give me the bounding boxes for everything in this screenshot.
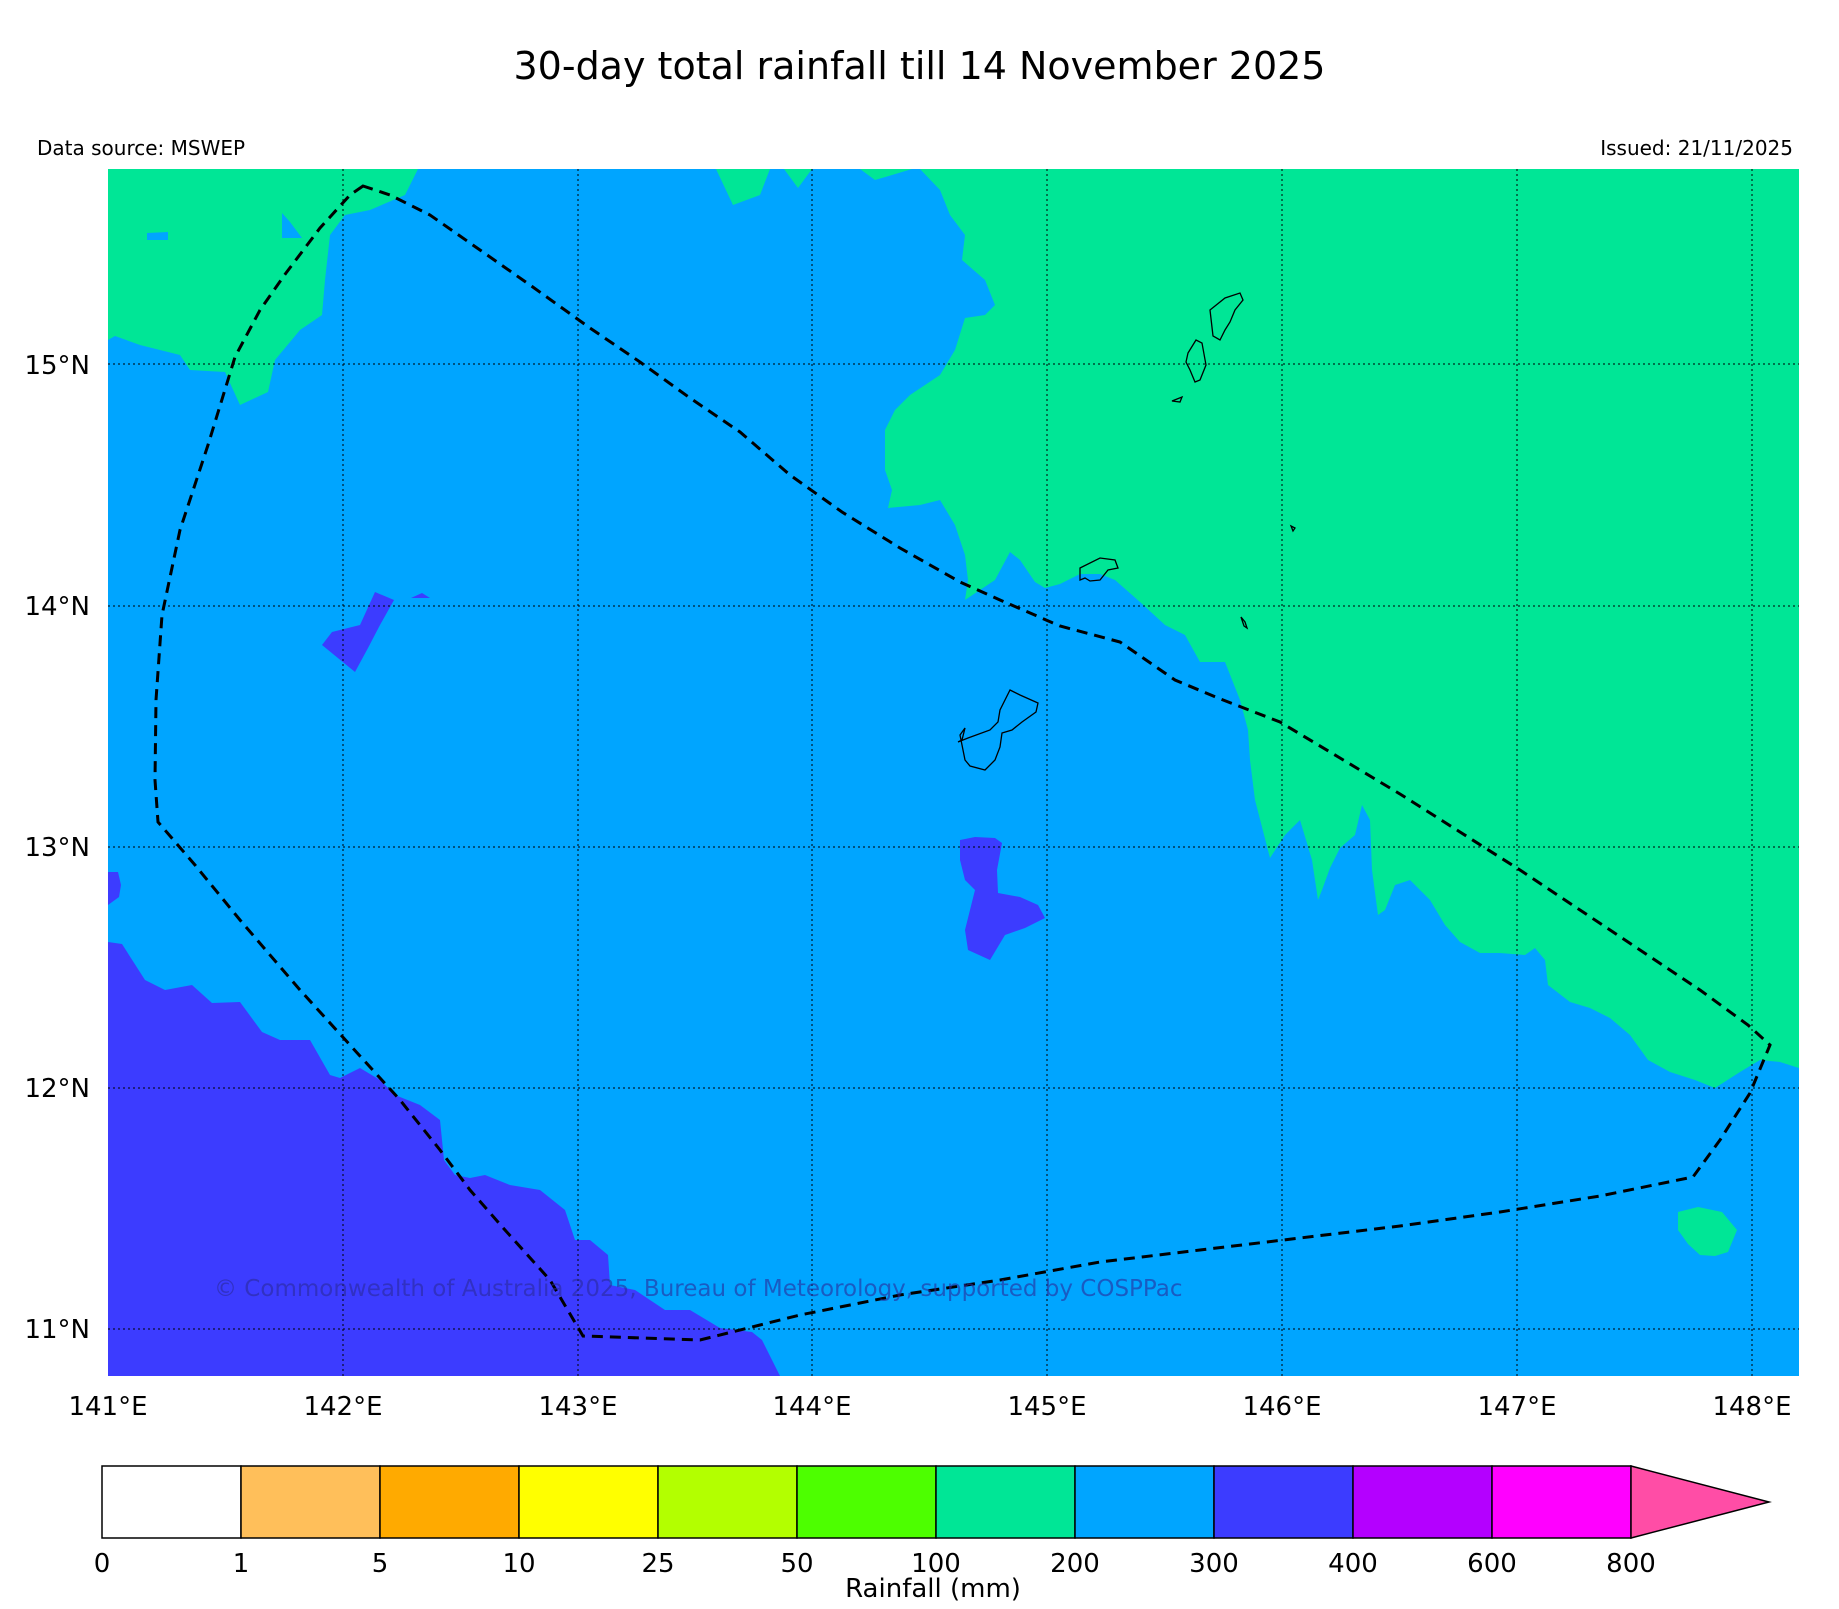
colorbar-bin — [1352, 1465, 1493, 1539]
lat-label: 13°N — [24, 833, 90, 863]
latitude-labels: 15°N 14°N 13°N 12°N 11°N — [24, 351, 90, 1345]
lat-label: 11°N — [24, 1315, 90, 1345]
colorbar-tick-label: 300 — [1189, 1549, 1239, 1579]
colorbar-tick-label: 600 — [1467, 1549, 1517, 1579]
rainfall-band-100-200-east — [716, 169, 1799, 1088]
colorbar-extend-arrow — [1630, 1465, 1772, 1539]
rainfall-band-300-400-edge — [108, 872, 121, 905]
graticule — [108, 169, 1799, 1376]
colorbar-tick-label: 25 — [641, 1549, 674, 1579]
issued-date-label: Issued: 21/11/2025 — [1600, 136, 1793, 160]
guam-coastline — [957, 689, 1039, 771]
colorbar-bin — [796, 1465, 937, 1539]
lon-label: 143°E — [538, 1392, 617, 1422]
colorbar-bin — [101, 1465, 242, 1539]
colorbar-tick-label: 10 — [502, 1549, 535, 1579]
lon-label: 146°E — [1242, 1392, 1321, 1422]
colorbar-label: Rainfall (mm) — [845, 1574, 1021, 1604]
lon-label: 142°E — [303, 1392, 382, 1422]
islet-coastline — [1240, 616, 1249, 630]
eez-boundary — [153, 184, 1772, 1342]
colorbar-bin — [1491, 1465, 1632, 1539]
colorbar-bin — [379, 1465, 520, 1539]
colorbar-tick-label: 400 — [1328, 1549, 1378, 1579]
rainfall-band-100-200-patch — [1678, 1207, 1737, 1256]
colorbar-tick-label: 200 — [1050, 1549, 1100, 1579]
lat-label: 14°N — [24, 592, 90, 622]
rainfall-band-300-400-southwest — [108, 942, 780, 1376]
coastlines — [957, 292, 1296, 771]
colorbar-bin — [935, 1465, 1076, 1539]
colorbar-bin — [1074, 1465, 1215, 1539]
saipan-coastline — [1209, 292, 1244, 341]
rainfall-band-200-300-patch — [282, 213, 302, 238]
colorbar: 0 1 5 10 25 50 100 200 300 400 600 800 — [94, 1465, 1772, 1579]
colorbar-tick-label: 0 — [94, 1549, 111, 1579]
lon-label: 145°E — [1007, 1392, 1086, 1422]
aguijan-coastline — [1171, 395, 1184, 403]
colorbar-tick-label: 100 — [911, 1549, 961, 1579]
rota-coastline — [1079, 557, 1119, 582]
rainfall-band-200-300-patch — [147, 232, 168, 240]
map-title: 30-day total rainfall till 14 November 2… — [513, 44, 1326, 88]
longitude-labels: 141°E 142°E 143°E 144°E 145°E 146°E 147°… — [68, 1392, 1791, 1422]
data-source-label: Data source: MSWEP — [37, 136, 246, 160]
colorbar-bin — [1213, 1465, 1354, 1539]
colorbar-tick-label: 1 — [233, 1549, 250, 1579]
lat-label: 15°N — [24, 351, 90, 381]
colorbar-bin — [518, 1465, 659, 1539]
rainfall-band-300-400-patch — [960, 837, 1045, 960]
rainfall-band-300-400-patch — [322, 592, 394, 672]
lat-label: 12°N — [24, 1074, 90, 1104]
islet-coastline — [1289, 524, 1296, 533]
rainfall-band-300-400-patch — [411, 593, 430, 598]
lon-label: 144°E — [772, 1392, 851, 1422]
lon-label: 147°E — [1477, 1392, 1556, 1422]
copyright-notice: © Commonwealth of Australia 2025, Bureau… — [214, 1276, 1183, 1302]
lon-label: 148°E — [1712, 1392, 1791, 1422]
colorbar-tick-label: 800 — [1606, 1549, 1656, 1579]
lon-label: 141°E — [68, 1392, 147, 1422]
colorbar-bin — [657, 1465, 798, 1539]
rainfall-fields — [108, 169, 1799, 1376]
colorbar-tick-label: 5 — [372, 1549, 389, 1579]
colorbar-tick-label: 50 — [780, 1549, 813, 1579]
rainfall-band-100-200-northwest — [108, 169, 418, 405]
tinian-coastline — [1185, 339, 1207, 383]
colorbar-bin — [240, 1465, 381, 1539]
